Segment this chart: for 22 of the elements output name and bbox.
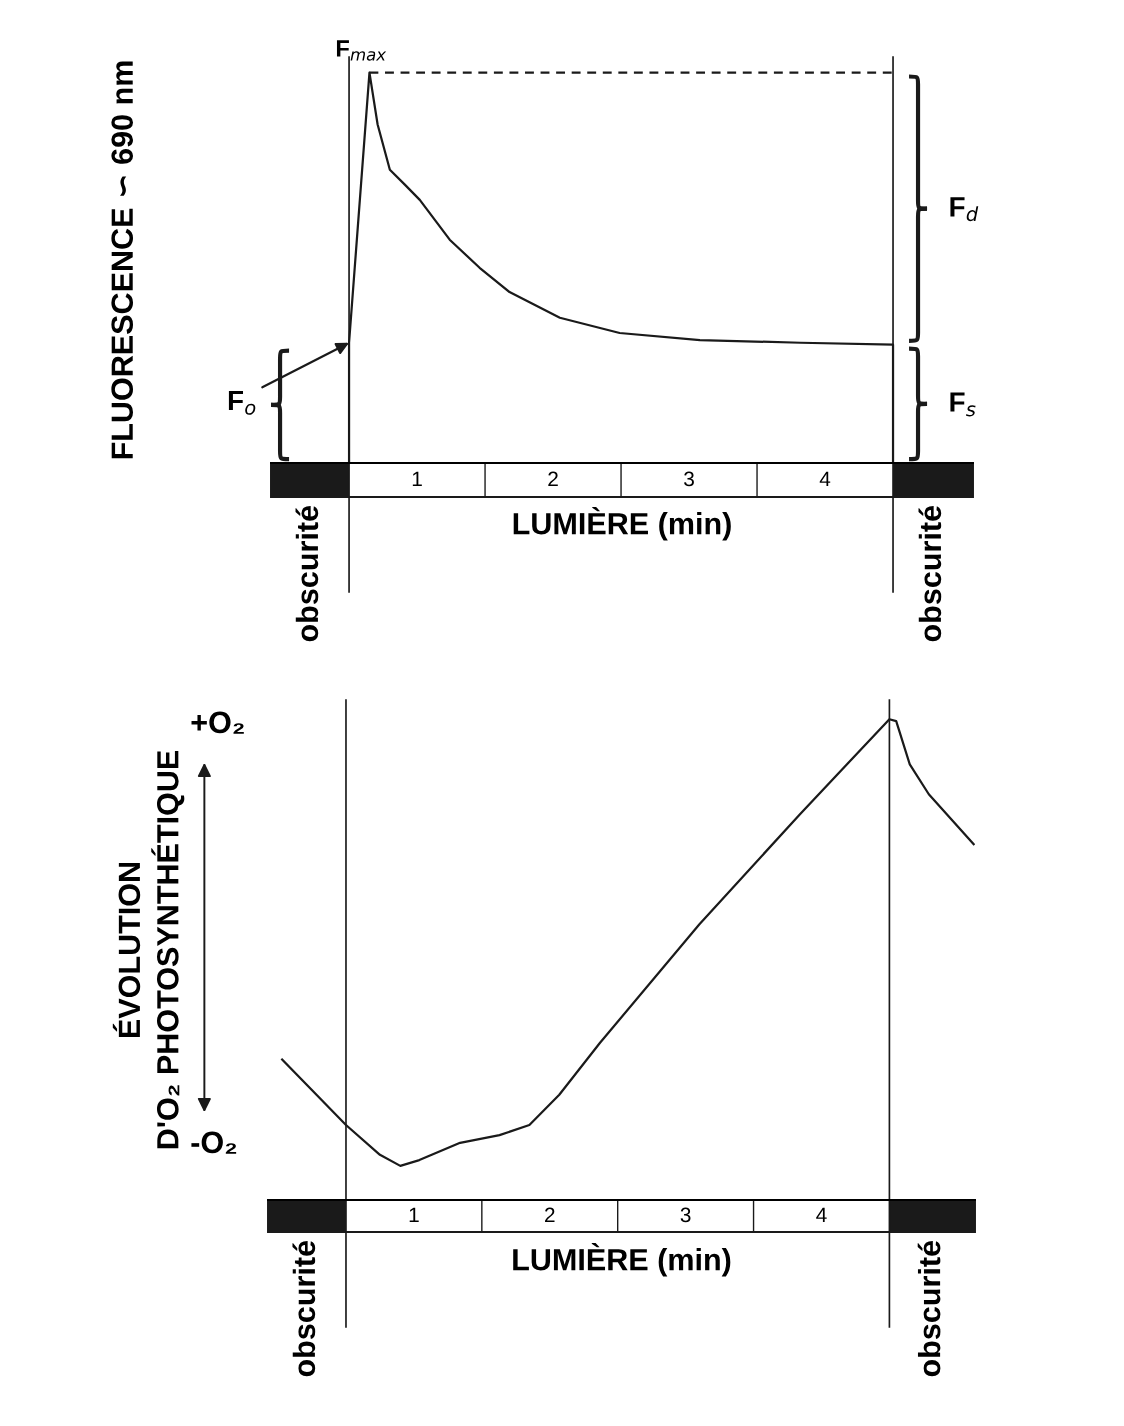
y-axis-title: FLUORESCENCE ∽ 690 nm: [111, 61, 134, 459]
text: -O₂: [191, 1131, 237, 1154]
text: obscurité: [292, 1241, 316, 1377]
y-axis-title: ÉVOLUTION D'O₂ PHOTOSYNTHÉTIQUE: [112, 750, 185, 1149]
x-tick-label: 1: [409, 1207, 419, 1223]
x-tick-label: 2: [545, 1207, 555, 1223]
annotation: F$_{d}$: [950, 197, 979, 222]
x-tick-label: 2: [548, 471, 558, 487]
x-tick-label: 4: [819, 471, 831, 487]
x-tick-label: 4: [816, 1207, 827, 1223]
x-tick-label: 1: [412, 471, 422, 487]
x-axis-title: LUMIÈRE (min): [513, 507, 731, 541]
x-tick-label: 3: [684, 471, 694, 487]
annotation: F$_{max}$: [336, 40, 387, 61]
text: obscurité: [917, 1241, 941, 1377]
x-tick-label: 3: [680, 1207, 691, 1223]
annotation: F$_{o}$: [228, 390, 256, 415]
text: obscurité: [918, 506, 942, 642]
text: +O₂: [191, 711, 244, 734]
annotation: F$_{s}$: [950, 392, 976, 417]
x-axis-title: LUMIÈRE (min): [513, 1243, 731, 1277]
text: obscurité: [295, 506, 319, 642]
